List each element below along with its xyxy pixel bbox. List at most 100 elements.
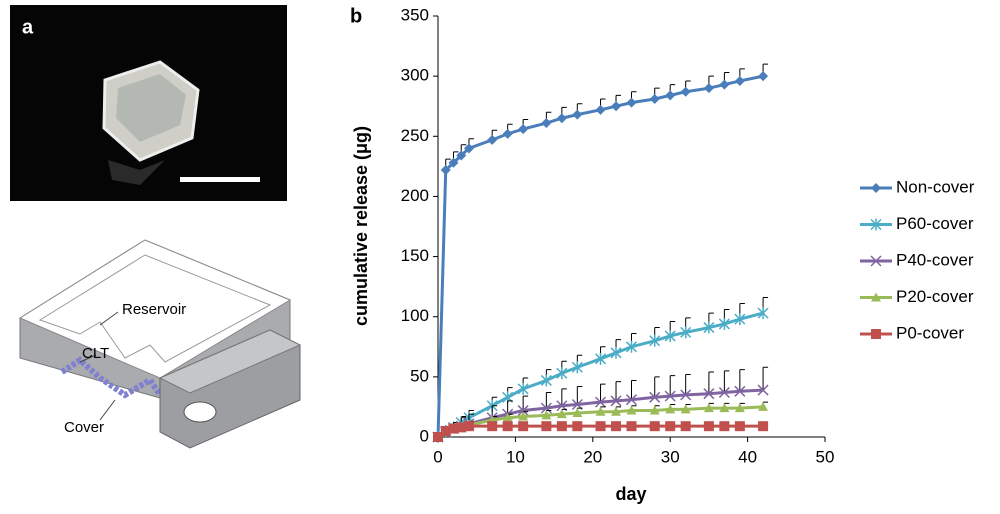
marker <box>680 404 691 414</box>
y-tick-label: 100 <box>401 306 429 325</box>
error-bar <box>708 371 714 394</box>
marker <box>433 432 443 442</box>
panel-label: a <box>22 16 34 38</box>
marker <box>871 183 881 193</box>
diagram-label: Reservoir <box>122 301 186 318</box>
cover-membrane <box>60 356 163 399</box>
x-tick-label: 30 <box>661 447 680 466</box>
marker <box>540 402 552 414</box>
marker <box>719 79 730 90</box>
marker <box>758 71 769 82</box>
error-bar <box>615 381 622 401</box>
marker <box>625 340 638 353</box>
marker <box>595 421 606 432</box>
marker <box>718 317 730 330</box>
error-bar <box>762 366 769 391</box>
marker <box>758 421 769 432</box>
diagram-label: CLT <box>82 345 109 362</box>
marker <box>541 410 552 420</box>
x-axis-title: day <box>615 484 646 504</box>
y-tick-label: 0 <box>420 426 429 445</box>
marker <box>572 421 583 432</box>
marker <box>463 421 474 432</box>
marker <box>649 405 660 415</box>
marker <box>680 86 691 97</box>
marker <box>518 411 529 421</box>
error-bar <box>522 395 529 411</box>
marker <box>611 421 622 432</box>
marker <box>463 143 474 154</box>
marker <box>487 421 498 432</box>
marker <box>625 394 638 406</box>
y-tick-label: 300 <box>401 66 429 85</box>
legend-label: Non-cover <box>896 177 975 196</box>
marker <box>871 292 881 302</box>
error-bar <box>739 369 745 392</box>
reflection <box>108 160 165 185</box>
marker <box>448 157 459 168</box>
marker <box>610 346 622 359</box>
legend-label: P40-cover <box>896 250 974 269</box>
error-bar <box>507 400 513 415</box>
marker <box>703 321 715 334</box>
x-tick-label: 40 <box>738 447 757 466</box>
marker <box>540 374 552 387</box>
marker <box>719 403 730 413</box>
marker <box>870 255 882 267</box>
marker <box>456 422 467 433</box>
marker <box>518 124 529 135</box>
marker <box>517 382 529 395</box>
marker <box>703 403 714 413</box>
marker <box>541 118 552 129</box>
marker <box>734 75 745 86</box>
legend-label: P0-cover <box>896 323 964 342</box>
marker <box>871 329 881 339</box>
error-bar <box>545 391 552 409</box>
marker <box>870 218 882 231</box>
plot: 0 50 100 150 200 250 300 350 0 10 20 30 40 50 Non-cove… <box>401 5 975 466</box>
marker <box>611 101 622 112</box>
tab-hole <box>183 401 217 423</box>
error-bar <box>561 388 567 406</box>
marker <box>502 128 513 139</box>
marker <box>572 407 583 417</box>
marker <box>665 421 676 432</box>
error-bar <box>600 383 606 403</box>
marker <box>487 134 498 145</box>
marker <box>610 395 622 407</box>
legend-label: P60-cover <box>896 214 974 233</box>
x-tick-label: 20 <box>583 447 602 466</box>
marker <box>626 97 637 108</box>
marker <box>595 352 607 365</box>
legend-label: P20-cover <box>896 287 974 306</box>
marker <box>719 421 730 432</box>
error-bar <box>576 385 583 405</box>
marker <box>703 83 714 94</box>
marker <box>665 90 676 101</box>
callout <box>79 354 97 363</box>
marker <box>664 390 676 402</box>
error-bar <box>669 375 676 397</box>
marker <box>649 421 660 432</box>
error-bar <box>723 370 730 393</box>
marker <box>680 326 692 339</box>
callout <box>99 311 119 326</box>
marker <box>664 329 676 342</box>
marker <box>649 93 660 104</box>
marker <box>440 164 451 175</box>
marker <box>541 421 552 432</box>
marker <box>518 421 529 432</box>
marker <box>758 401 769 411</box>
device-tab-top <box>158 329 302 394</box>
marker <box>734 421 745 432</box>
marker <box>611 406 622 416</box>
marker <box>703 388 715 400</box>
marker <box>734 385 746 397</box>
error-bar <box>685 373 691 395</box>
marker <box>502 421 513 432</box>
marker <box>571 361 583 374</box>
marker <box>626 405 637 415</box>
marker <box>757 307 769 320</box>
callout <box>99 399 116 421</box>
